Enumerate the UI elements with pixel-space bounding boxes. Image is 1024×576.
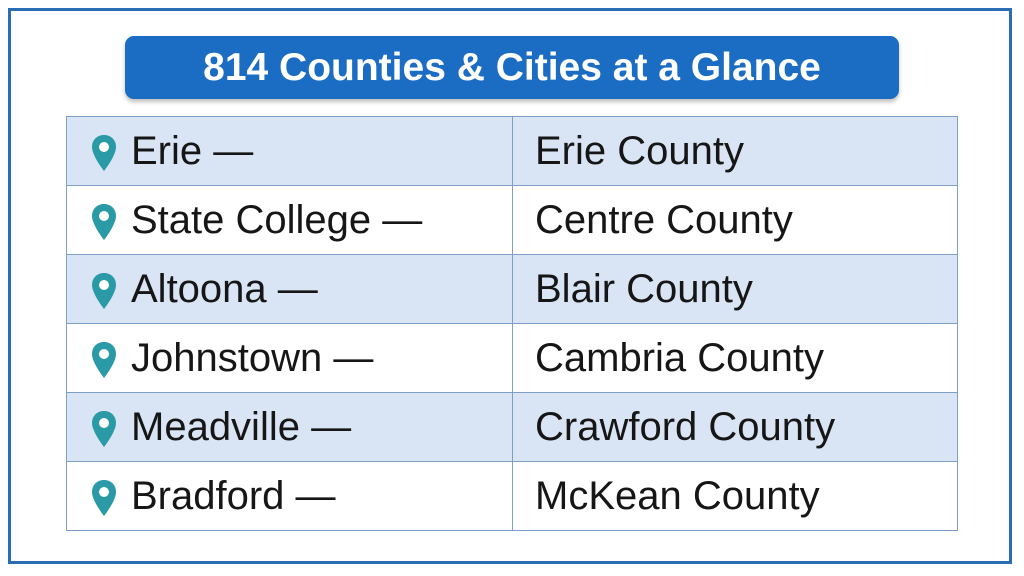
table-row: Johnstown — Cambria County bbox=[66, 323, 958, 393]
table-row: Bradford — McKean County bbox=[66, 461, 958, 531]
city-name: Bradford — bbox=[131, 473, 336, 518]
city-name: State College — bbox=[131, 197, 423, 242]
city-cell: Meadville — bbox=[66, 392, 513, 462]
table-row: Erie — Erie County bbox=[66, 116, 958, 186]
county-cell: Crawford County bbox=[512, 392, 958, 462]
county-cell: Cambria County bbox=[512, 323, 958, 393]
county-cell: Centre County bbox=[512, 185, 958, 255]
table-row: Meadville — Crawford County bbox=[66, 392, 958, 462]
city-name: Meadville — bbox=[131, 404, 352, 449]
pin-icon bbox=[92, 479, 116, 516]
city-name: Altoona — bbox=[131, 266, 318, 311]
city-cell: Altoona — bbox=[66, 254, 513, 324]
county-cell: McKean County bbox=[512, 461, 958, 531]
city-cell: Johnstown — bbox=[66, 323, 513, 393]
table: Erie — Erie County State College — Centre C… bbox=[66, 116, 958, 531]
city-name: Erie — bbox=[131, 128, 254, 173]
pin-icon bbox=[92, 341, 116, 378]
pin-icon bbox=[92, 203, 116, 240]
city-cell: Bradford — bbox=[66, 461, 513, 531]
county-cell: Erie County bbox=[512, 116, 958, 186]
city-cell: State College — bbox=[66, 185, 513, 255]
table-row: State College — Centre County bbox=[66, 185, 958, 255]
city-name: Johnstown — bbox=[131, 335, 374, 380]
city-cell: Erie — bbox=[66, 116, 513, 186]
table-row: Altoona — Blair County bbox=[66, 254, 958, 324]
pin-icon bbox=[92, 134, 116, 171]
pin-icon bbox=[92, 272, 116, 309]
county-cell: Blair County bbox=[512, 254, 958, 324]
title: 814 Counties & Cities at a Glance bbox=[125, 36, 899, 99]
pin-icon bbox=[92, 410, 116, 447]
frame bbox=[8, 8, 1012, 564]
